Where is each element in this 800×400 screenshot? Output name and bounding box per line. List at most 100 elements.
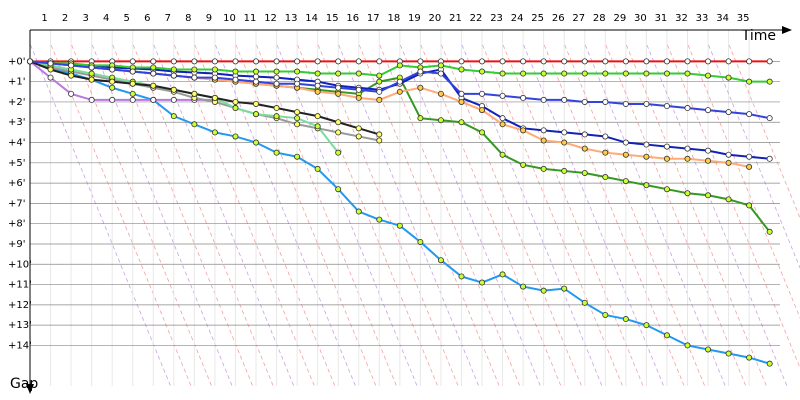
- lap-diagonal: [400, 44, 541, 387]
- point: [47, 60, 54, 67]
- point: [766, 155, 773, 162]
- point: [211, 66, 218, 73]
- point: [479, 68, 486, 75]
- point: [540, 96, 547, 103]
- lap-diagonal: [112, 44, 254, 387]
- lap-diagonal: [379, 44, 521, 387]
- y-arrow: [26, 384, 34, 394]
- series-line: [29, 60, 215, 101]
- point: [150, 96, 157, 103]
- point: [129, 90, 136, 97]
- point: [355, 94, 362, 101]
- point: [355, 86, 362, 93]
- point: [253, 73, 260, 80]
- x-tick-label: 31: [655, 13, 668, 24]
- series-line: [29, 60, 380, 142]
- point: [520, 161, 527, 168]
- point: [294, 121, 301, 128]
- point: [211, 74, 218, 81]
- y-tick-label: +7': [8, 198, 26, 209]
- point: [294, 109, 301, 116]
- point: [253, 68, 260, 75]
- lap-diagonal: [728, 44, 800, 219]
- point: [643, 70, 650, 77]
- point: [437, 257, 444, 264]
- point: [253, 100, 260, 107]
- point: [335, 119, 342, 126]
- point: [68, 62, 75, 69]
- point: [479, 279, 486, 286]
- point: [540, 70, 547, 77]
- point: [396, 62, 403, 69]
- point: [602, 133, 609, 140]
- x-tick-label: 30: [634, 13, 647, 24]
- point: [417, 68, 424, 75]
- point: [581, 70, 588, 77]
- y-tick-label: +3': [8, 117, 26, 128]
- point: [561, 70, 568, 77]
- point: [68, 90, 75, 97]
- point: [725, 350, 732, 357]
- point: [643, 141, 650, 148]
- point: [273, 105, 280, 112]
- point: [376, 58, 383, 65]
- point: [684, 105, 691, 112]
- x-tick-label: 19: [408, 13, 421, 24]
- x-tick-label: 13: [285, 13, 298, 24]
- point: [294, 115, 301, 122]
- lap-diagonal: [194, 44, 336, 387]
- lap-diagonal: [482, 44, 623, 387]
- point: [191, 58, 198, 65]
- point: [170, 58, 177, 65]
- point: [314, 58, 321, 65]
- y-tick-label: +2': [8, 97, 26, 108]
- x-tick-label: 16: [346, 13, 359, 24]
- point: [129, 68, 136, 75]
- x-tick-label: 15: [326, 13, 339, 24]
- lap-diagonal: [523, 44, 665, 387]
- point: [253, 78, 260, 85]
- point: [540, 137, 547, 144]
- point: [109, 84, 116, 91]
- y-tick-label: +13': [8, 320, 32, 331]
- point: [561, 167, 568, 174]
- lap-diagonal: [358, 44, 500, 387]
- y-tick-label: +6': [8, 178, 26, 189]
- point: [499, 58, 506, 65]
- point: [663, 155, 670, 162]
- y-tick-label: +14': [8, 340, 32, 351]
- point: [335, 84, 342, 91]
- x-tick-label: 10: [223, 13, 236, 24]
- point: [602, 311, 609, 318]
- point: [273, 74, 280, 81]
- point: [335, 58, 342, 65]
- point: [88, 96, 95, 103]
- point: [458, 119, 465, 126]
- lap-diagonal: [153, 44, 295, 387]
- lap-diagonal: [543, 44, 685, 387]
- x-tick-label: 20: [429, 13, 442, 24]
- point: [191, 74, 198, 81]
- point: [335, 149, 342, 156]
- point: [684, 342, 691, 349]
- point: [622, 178, 629, 185]
- lap-diagonal: [174, 44, 315, 387]
- point: [335, 90, 342, 97]
- point: [232, 133, 239, 140]
- point: [273, 68, 280, 75]
- point: [26, 58, 33, 65]
- point: [294, 80, 301, 87]
- point: [643, 153, 650, 160]
- point: [479, 129, 486, 136]
- lap-diagonal: [256, 44, 397, 387]
- point: [725, 151, 732, 158]
- y-tick-label: +5': [8, 158, 26, 169]
- point: [725, 159, 732, 166]
- point: [458, 90, 465, 97]
- point: [314, 88, 321, 95]
- point: [684, 190, 691, 197]
- point: [643, 58, 650, 65]
- point: [520, 94, 527, 101]
- point: [109, 78, 116, 85]
- point: [561, 129, 568, 136]
